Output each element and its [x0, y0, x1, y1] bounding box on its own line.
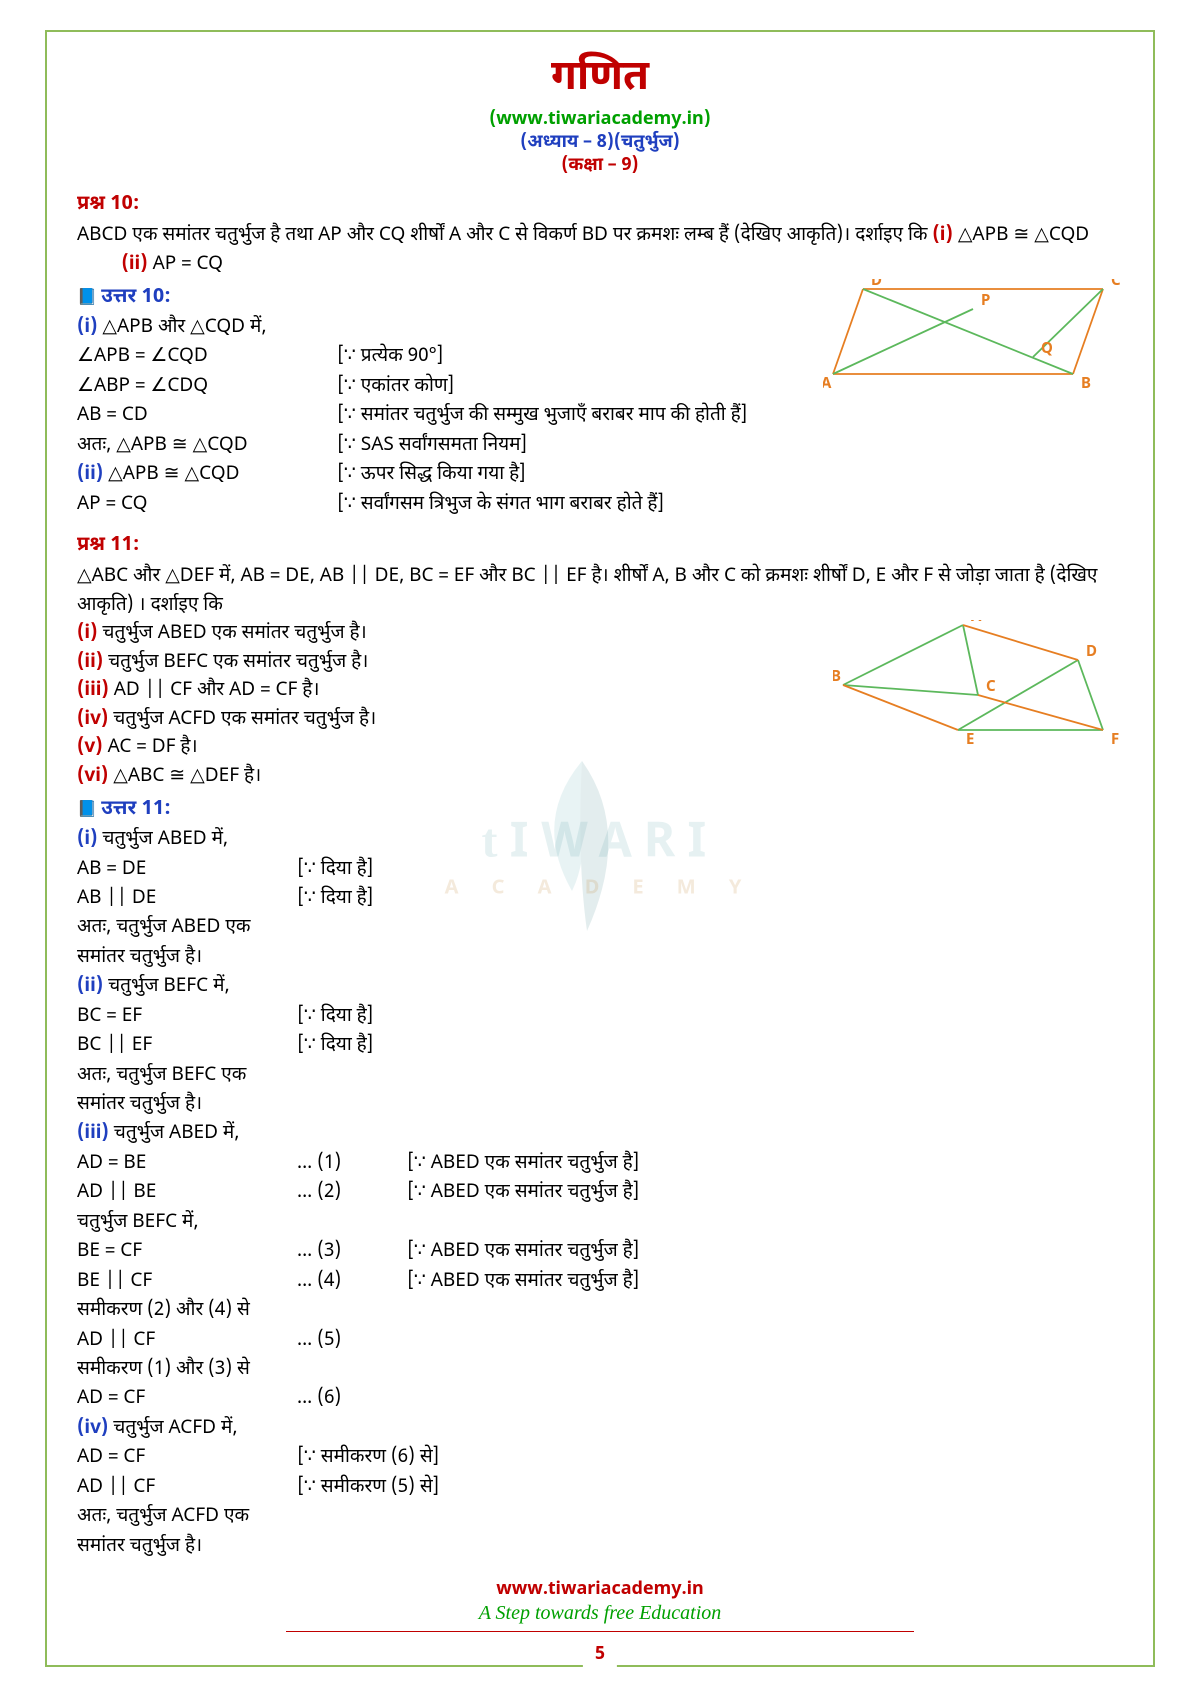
- svg-text:C: C: [1111, 279, 1121, 292]
- solution-line: ∠APB = ∠CQD[∵ प्रत्येक 90°]: [77, 342, 803, 371]
- q11-subpart: (i) चतुर्भुज ABED एक समांतर चतुर्भुज है।: [77, 620, 813, 649]
- footer-url: www.tiwariacademy.in: [77, 1579, 1123, 1602]
- svg-text:C: C: [986, 679, 996, 698]
- solution-line: (iii) चतुर्भुज ABED में,: [77, 1119, 1123, 1148]
- solution-line: AD = BE... (1)[∵ ABED एक समांतर चतुर्भुज…: [77, 1149, 1123, 1178]
- q11-solution: (i) चतुर्भुज ABED में,AB = DE[∵ दिया है]…: [77, 825, 1123, 1561]
- q11-subpart: (iv) चतुर्भुज ACFD एक समांतर चतुर्भुज है…: [77, 706, 813, 735]
- q10-figure: A B C D P Q: [823, 279, 1123, 519]
- solution-line: AD || BE... (2)[∵ ABED एक समांतर चतुर्भु…: [77, 1178, 1123, 1207]
- class-label: (कक्षा – 9): [77, 155, 1123, 178]
- q11-label: प्रश्न 11:: [77, 533, 1123, 559]
- q10-answer-label: उत्तर 10:: [77, 285, 803, 311]
- solution-line: समीकरण (2) और (4) से: [77, 1296, 1123, 1325]
- solution-line: AP = CQ[∵ सर्वांगसम त्रिभुज के संगत भाग …: [77, 490, 803, 519]
- solution-line: (iv) चतुर्भुज ACFD में,: [77, 1414, 1123, 1443]
- solution-line: BC || EF[∵ दिया है]: [77, 1031, 1123, 1060]
- chapter-label: (अध्याय – 8)(चतुर्भुज): [77, 132, 1123, 155]
- svg-text:B: B: [1081, 376, 1091, 394]
- solution-line: AD || CF[∵ समीकरण (5) से]: [77, 1473, 1123, 1502]
- solution-line: (i) △APB और △CQD में,: [77, 313, 803, 342]
- svg-text:F: F: [1111, 732, 1119, 750]
- solution-line: अतः, चतुर्भुज ACFD एक समांतर चतुर्भुज है…: [77, 1502, 1123, 1561]
- solution-line: BE = CF... (3)[∵ ABED एक समांतर चतुर्भुज…: [77, 1237, 1123, 1266]
- solution-line: AB = DE[∵ दिया है]: [77, 855, 1123, 884]
- solution-line: AD = CF... (6): [77, 1384, 1123, 1413]
- svg-text:A: A: [971, 620, 982, 628]
- solution-line: BC = EF[∵ दिया है]: [77, 1002, 1123, 1031]
- svg-text:A: A: [823, 376, 832, 394]
- page-number: 5: [583, 1644, 617, 1667]
- solution-line: समीकरण (1) और (3) से: [77, 1355, 1123, 1384]
- q11-text: △ABC और △DEF में, AB = DE, AB || DE, BC …: [77, 563, 1123, 620]
- website-label: (www.tiwariacademy.in): [77, 109, 1123, 132]
- q11-subpart: (ii) चतुर्भुज BEFC एक समांतर चतुर्भुज है…: [77, 649, 813, 678]
- svg-text:D: D: [1086, 644, 1097, 663]
- solution-line: (ii) △APB ≅ △CQD[∵ ऊपर सिद्ध किया गया है…: [77, 460, 803, 489]
- q10-solution: (i) △APB और △CQD में,∠APB = ∠CQD[∵ प्रत्…: [77, 313, 803, 519]
- svg-text:P: P: [981, 293, 990, 312]
- solution-line: चतुर्भुज BEFC में,: [77, 1208, 1123, 1237]
- solution-line: (ii) चतुर्भुज BEFC में,: [77, 972, 1123, 1001]
- q10-text: ABCD एक समांतर चतुर्भुज है तथा AP और CQ …: [77, 222, 1123, 279]
- footer-tagline: A Step towards free Education: [77, 1602, 1123, 1625]
- svg-text:Q: Q: [1041, 341, 1053, 360]
- solution-line: AD || CF... (5): [77, 1326, 1123, 1355]
- svg-text:B: B: [833, 669, 841, 688]
- page-footer: www.tiwariacademy.in A Step towards free…: [77, 1579, 1123, 1632]
- footer-divider: [286, 1631, 914, 1632]
- solution-line: BE || CF... (4)[∵ ABED एक समांतर चतुर्भु…: [77, 1267, 1123, 1296]
- solution-line: (i) चतुर्भुज ABED में,: [77, 825, 1123, 854]
- page-header: गणित (www.tiwariacademy.in) (अध्याय – 8)…: [77, 52, 1123, 178]
- svg-text:D: D: [871, 279, 882, 292]
- solution-line: ∠ABP = ∠CDQ[∵ एकांतर कोण]: [77, 372, 803, 401]
- q11-subpart: (iii) AD || CF और AD = CF है।: [77, 677, 813, 706]
- solution-line: अतः, चतुर्भुज BEFC एक समांतर चतुर्भुज है…: [77, 1061, 1123, 1120]
- q11-subpart: (vi) △ABC ≅ △DEF है।: [77, 763, 813, 792]
- solution-line: AB = CD[∵ समांतर चतुर्भुज की सम्मुख भुजा…: [77, 401, 803, 430]
- solution-line: AD = CF[∵ समीकरण (6) से]: [77, 1443, 1123, 1472]
- q10-label: प्रश्न 10:: [77, 192, 1123, 218]
- solution-line: अतः, △APB ≅ △CQD[∵ SAS सर्वांगसमता नियम]: [77, 431, 803, 460]
- q11-subparts: (i) चतुर्भुज ABED एक समांतर चतुर्भुज है।…: [77, 620, 813, 791]
- q11-answer-label: उत्तर 11:: [77, 797, 813, 823]
- svg-text:E: E: [966, 732, 974, 750]
- solution-line: AB || DE[∵ दिया है]: [77, 884, 1123, 913]
- solution-line: अतः, चतुर्भुज ABED एक समांतर चतुर्भुज है…: [77, 913, 1123, 972]
- q11-subpart: (v) AC = DF है।: [77, 734, 813, 763]
- q11-figure: A B C D E F: [833, 620, 1123, 825]
- main-title: गणित: [77, 52, 1123, 107]
